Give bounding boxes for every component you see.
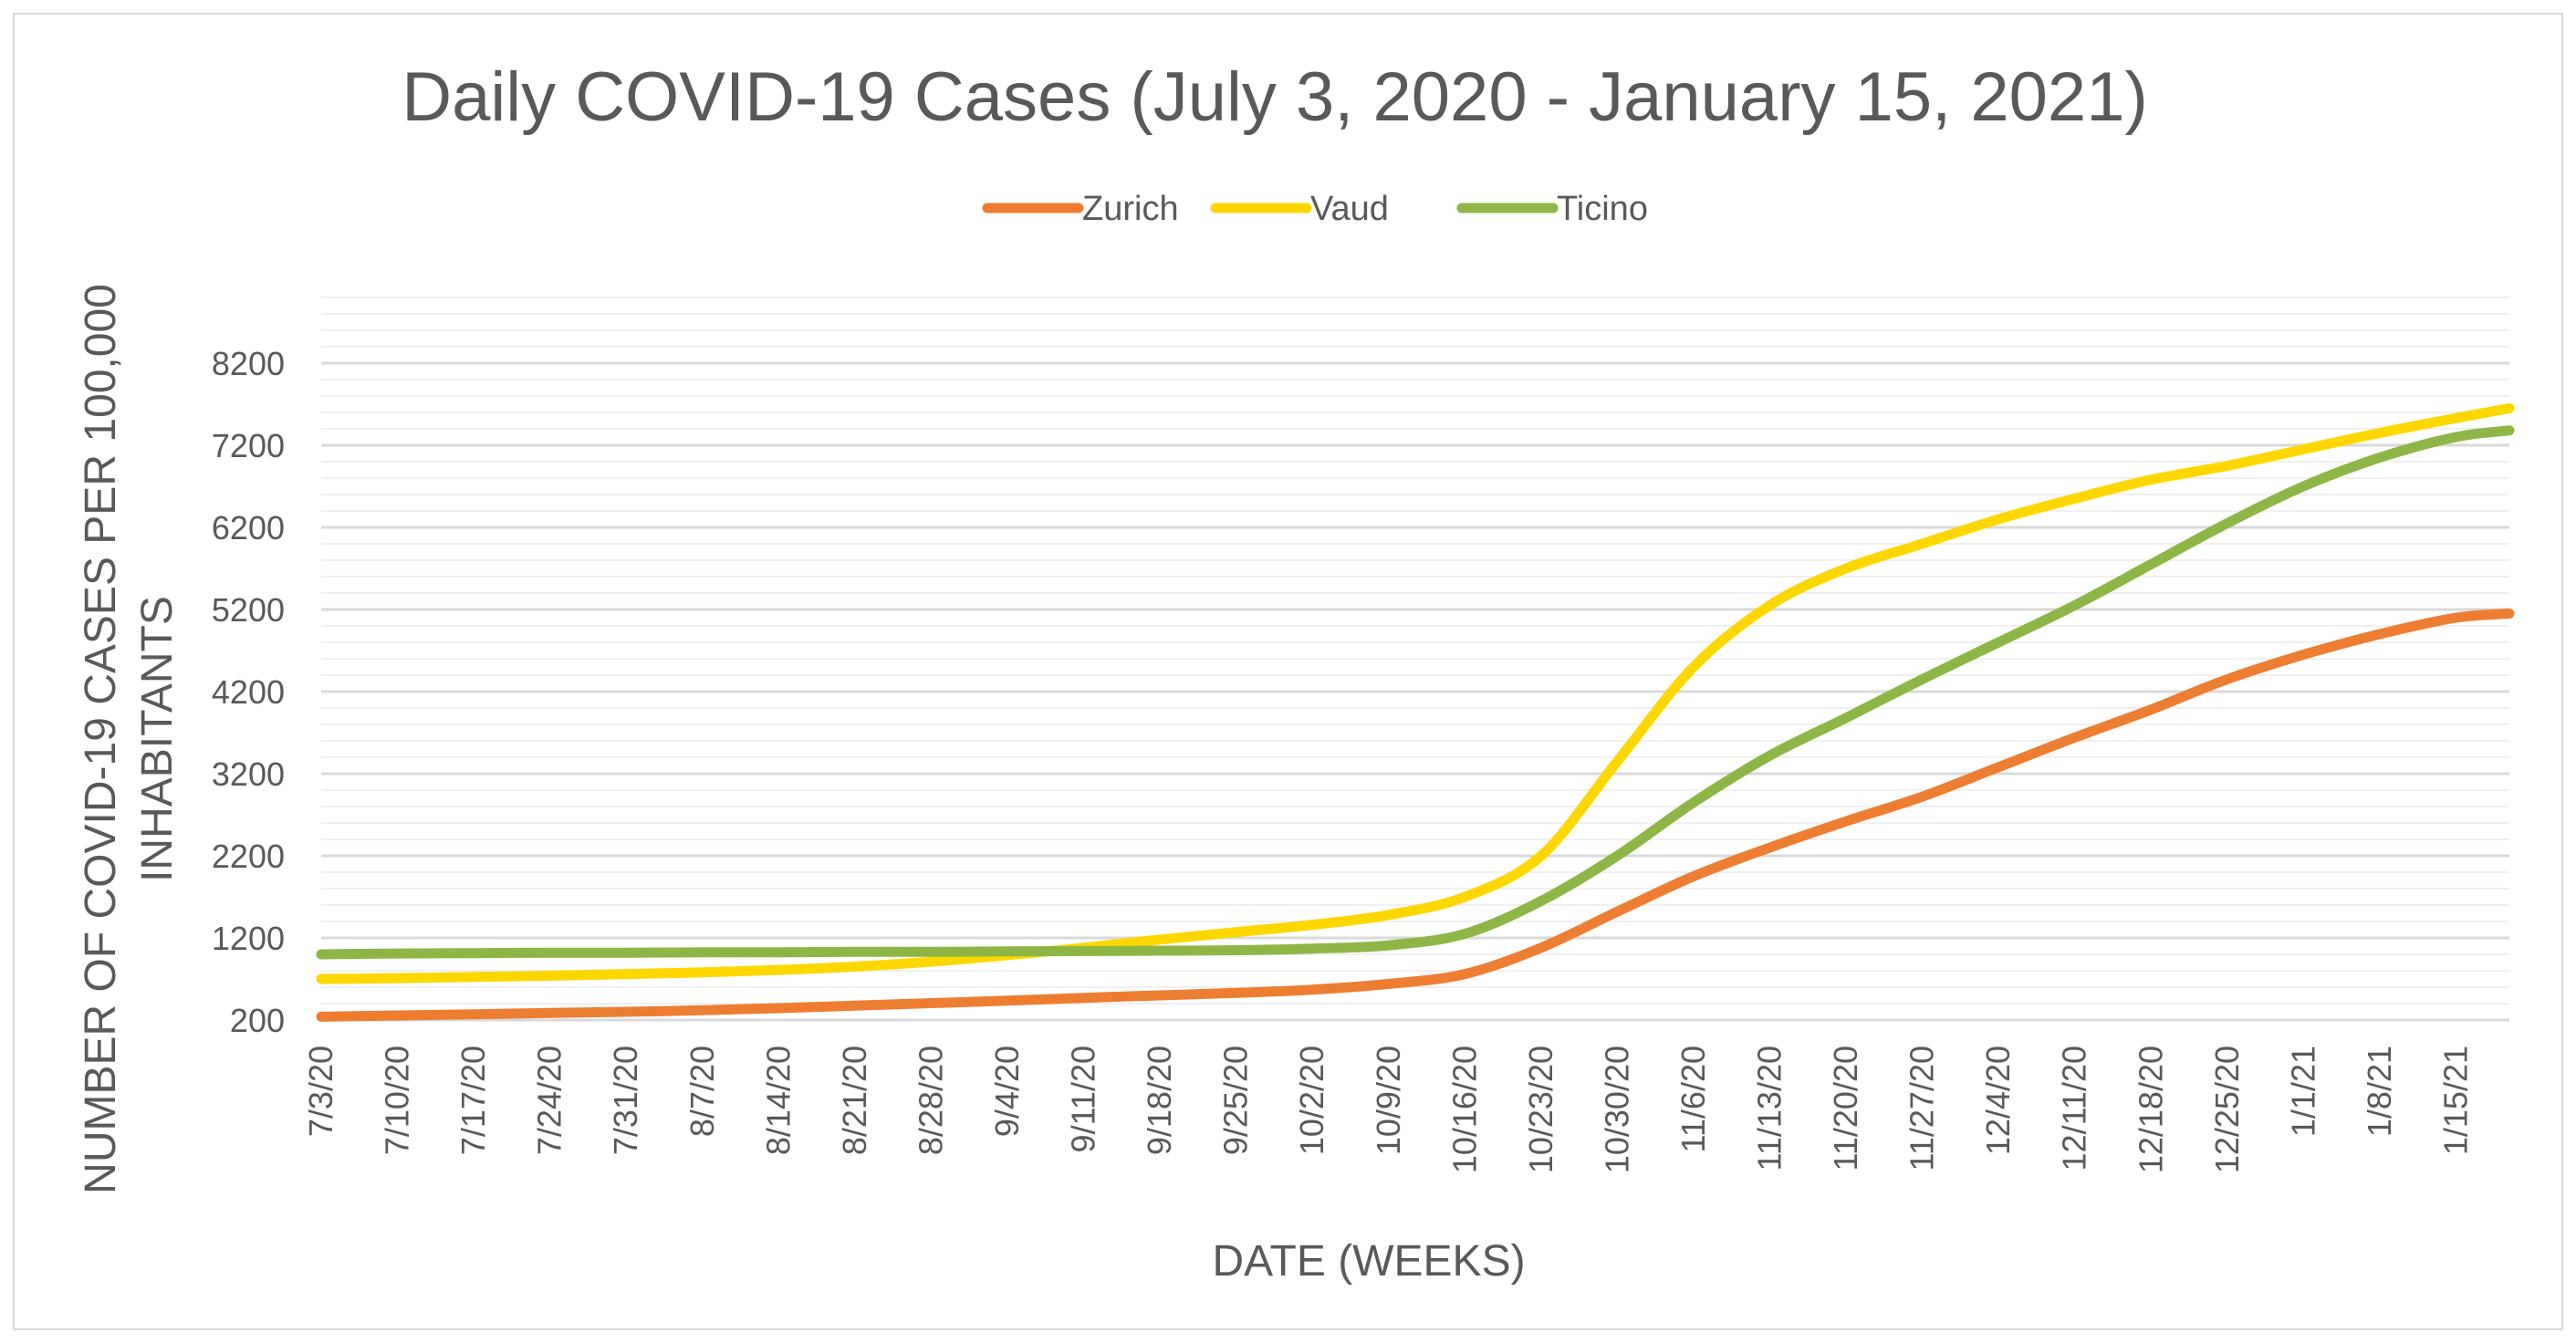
- x-tick-label: 10/9/20: [1370, 1046, 1407, 1155]
- x-tick-labels: 7/3/20 7/10/20 7/17/20 7/24/20 7/31/20 8/7/20…: [302, 1046, 2475, 1173]
- x-tick-label: 10/2/20: [1293, 1046, 1330, 1155]
- x-tick-label: 9/18/20: [1141, 1046, 1178, 1155]
- legend-label-zurich: Zurich: [1082, 190, 1179, 228]
- x-tick-label: 10/16/20: [1445, 1046, 1483, 1173]
- x-tick-label: 12/4/20: [1979, 1046, 2017, 1155]
- x-tick-label: 7/3/20: [302, 1046, 339, 1137]
- x-tick-label: 8/14/20: [759, 1046, 797, 1155]
- series-lines: [316, 403, 2515, 1022]
- y-tick-label: 200: [230, 1002, 285, 1039]
- grid-lines: [321, 297, 2509, 1022]
- x-tick-label: 11/20/20: [1827, 1046, 1864, 1171]
- x-tick-label: 1/8/21: [2361, 1046, 2398, 1137]
- x-tick-label: 12/18/20: [2132, 1046, 2169, 1173]
- legend-label-ticino: Ticino: [1557, 190, 1648, 228]
- legend-label-vaud: Vaud: [1310, 190, 1389, 228]
- x-tick-label: 8/21/20: [836, 1046, 873, 1155]
- x-tick-label: 11/27/20: [1903, 1046, 1941, 1171]
- y-axis-label-line2: INHABITANTS: [133, 596, 182, 882]
- x-tick-label: 7/10/20: [379, 1046, 416, 1155]
- x-tick-label: 9/11/20: [1065, 1046, 1102, 1152]
- x-tick-label: 9/4/20: [988, 1046, 1026, 1137]
- x-tick-label: 7/17/20: [454, 1046, 492, 1155]
- x-tick-label: 1/15/21: [2437, 1046, 2475, 1155]
- x-tick-label: 7/31/20: [607, 1046, 644, 1155]
- legend: Zurich Vaud Ticino: [982, 190, 1648, 228]
- x-tick-label: 8/28/20: [912, 1046, 949, 1155]
- x-tick-label: 7/24/20: [531, 1046, 568, 1155]
- y-tick-label: 5200: [212, 591, 285, 629]
- x-tick-label: 8/7/20: [683, 1046, 721, 1137]
- y-axis-label-line1: NUMBER OF COVID-19 CASES PER 100,000: [77, 284, 125, 1194]
- x-tick-label: 1/1/21: [2284, 1046, 2321, 1137]
- x-tick-label: 9/25/20: [1217, 1046, 1255, 1155]
- chart-title: Daily COVID-19 Cases (July 3, 2020 - Jan…: [402, 58, 2148, 136]
- y-tick-label: 3200: [212, 755, 285, 793]
- x-tick-label: 11/6/20: [1674, 1046, 1712, 1152]
- y-tick-label: 6200: [212, 509, 285, 547]
- y-tick-label: 2200: [212, 838, 285, 875]
- x-tick-label: 12/25/20: [2208, 1046, 2246, 1173]
- x-tick-label: 11/13/20: [1751, 1046, 1789, 1171]
- y-axis-label: NUMBER OF COVID-19 CASES PER 100,000 INH…: [77, 284, 182, 1194]
- x-tick-label: 10/30/20: [1598, 1046, 1635, 1173]
- x-axis-label: DATE (WEEKS): [1212, 1237, 1525, 1286]
- series-line-vaud: [316, 403, 2515, 984]
- series-line-ticino: [316, 425, 2515, 960]
- x-tick-label: 10/23/20: [1522, 1046, 1559, 1173]
- y-tick-label: 4200: [212, 673, 285, 711]
- x-tick-label: 12/11/20: [2056, 1046, 2093, 1171]
- y-tick-label: 1200: [212, 920, 285, 957]
- chart-frame: [13, 13, 2563, 1330]
- y-tick-labels: 200 1200 2200 3200 4200 5200 6200 7200 8200: [212, 345, 285, 1039]
- y-tick-label: 8200: [212, 345, 285, 382]
- series-line-zurich: [316, 609, 2515, 1022]
- y-tick-label: 7200: [212, 427, 285, 464]
